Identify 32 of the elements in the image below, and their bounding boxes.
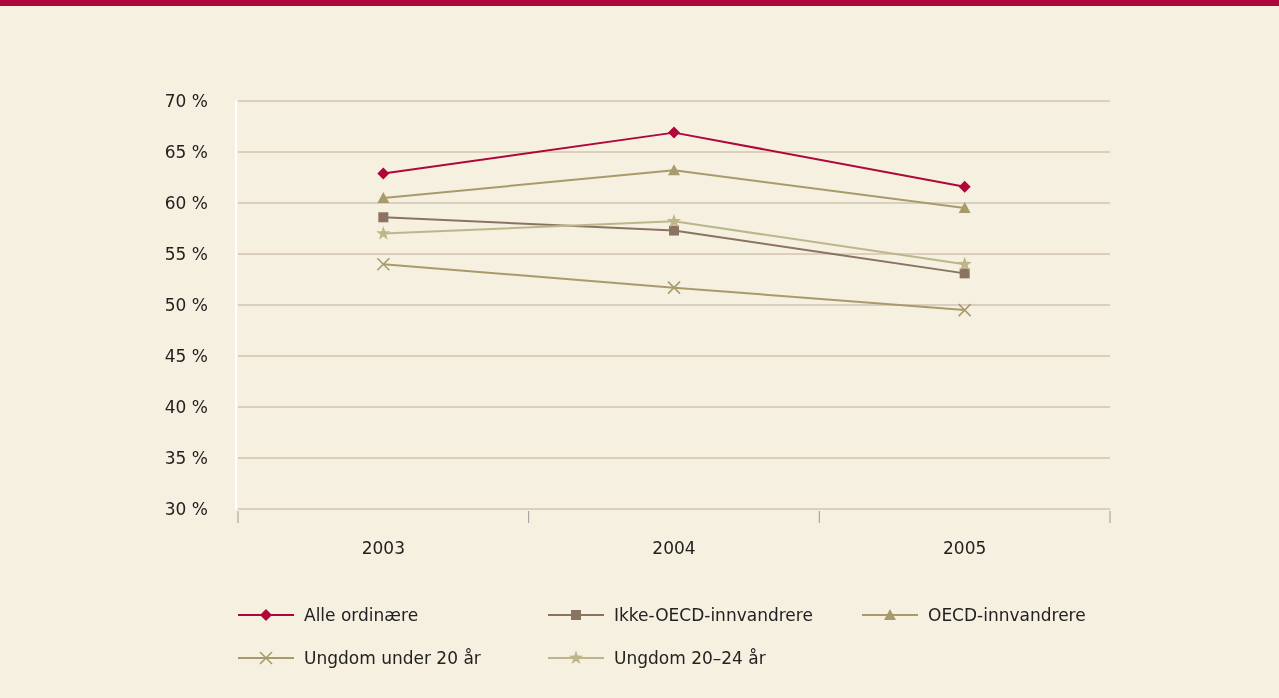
y-tick-label: 70 % bbox=[164, 91, 208, 111]
legend-label: Alle ordinære bbox=[304, 605, 419, 625]
y-tick-label: 60 % bbox=[164, 193, 208, 213]
point bbox=[959, 268, 970, 279]
legend-label: OECD-innvandrere bbox=[928, 605, 1086, 625]
y-tick-label: 50 % bbox=[164, 295, 208, 315]
point bbox=[957, 303, 972, 317]
point bbox=[667, 280, 681, 295]
legend-label: Ungdom 20–24 år bbox=[614, 648, 766, 668]
point bbox=[376, 257, 391, 271]
point bbox=[668, 126, 680, 139]
legend-label: Ungdom under 20 år bbox=[304, 648, 481, 668]
x-tick-label: 2004 bbox=[652, 538, 696, 558]
point bbox=[376, 226, 391, 240]
point bbox=[666, 213, 682, 228]
y-tick-label: 30 % bbox=[164, 499, 208, 519]
x-tick-label: 2003 bbox=[361, 538, 405, 558]
y-tick-label: 65 % bbox=[164, 142, 208, 162]
y-tick-label: 35 % bbox=[164, 448, 208, 468]
point bbox=[378, 212, 389, 223]
y-tick-label: 55 % bbox=[164, 244, 208, 264]
x-tick-label: 2005 bbox=[943, 538, 987, 558]
point bbox=[958, 180, 971, 193]
point bbox=[377, 191, 390, 203]
y-tick-label: 40 % bbox=[164, 397, 208, 417]
y-tick-label: 45 % bbox=[164, 346, 208, 366]
point bbox=[377, 167, 390, 180]
legend-label: Ikke-OECD-innvandrere bbox=[614, 605, 813, 625]
point bbox=[957, 256, 972, 271]
point bbox=[958, 202, 971, 214]
point bbox=[669, 225, 679, 236]
point bbox=[668, 164, 680, 176]
